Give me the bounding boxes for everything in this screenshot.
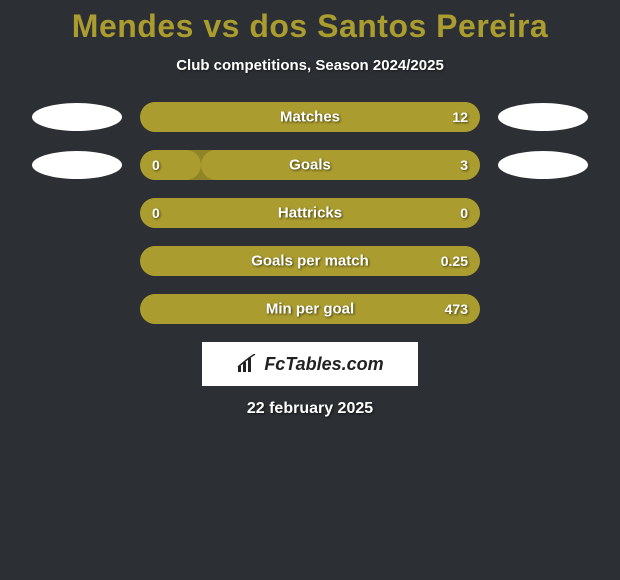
player-right-marker [498,103,588,131]
page-title: Mendes vs dos Santos Pereira [0,8,620,45]
player-right-marker [498,199,588,227]
source-logo[interactable]: FcTables.com [202,342,418,386]
stat-label: Goals per match [251,253,369,270]
player-left-marker [32,103,122,131]
stat-label: Min per goal [266,301,354,318]
stat-label: Goals [289,157,331,174]
player-right-marker [498,295,588,323]
bar-fill-left [140,150,201,180]
stat-value-left: 0 [152,157,160,173]
subtitle: Club competitions, Season 2024/2025 [0,57,620,74]
player-right-marker [498,247,588,275]
player-left-marker [32,295,122,323]
player-left-marker [32,247,122,275]
player-left-marker [32,199,122,227]
stat-value-left: 0 [152,205,160,221]
stat-value-right: 0.25 [441,253,468,269]
date-label: 22 february 2025 [0,400,620,418]
player-left-marker [32,151,122,179]
stat-value-right: 12 [452,109,468,125]
stat-row: Matches 12 [0,102,620,132]
stat-label: Matches [280,109,340,126]
player-right-marker [498,151,588,179]
stat-bar: Matches 12 [140,102,480,132]
stat-label: Hattricks [278,205,342,222]
comparison-widget: Mendes vs dos Santos Pereira Club compet… [0,0,620,418]
stat-row: Goals per match 0.25 [0,246,620,276]
stat-row: Min per goal 473 [0,294,620,324]
stat-row: Goals 0 3 [0,150,620,180]
stats-list: Matches 12 Goals 0 3 Hattricks 0 0 Goals per mat… [0,102,620,324]
stat-bar: Min per goal 473 [140,294,480,324]
stat-bar: Goals 0 3 [140,150,480,180]
stat-value-right: 473 [445,301,468,317]
stat-row: Hattricks 0 0 [0,198,620,228]
bar-fill-right [201,150,480,180]
stat-value-right: 3 [460,157,468,173]
chart-icon [236,354,258,374]
logo-text: FcTables.com [264,354,383,375]
stat-bar: Goals per match 0.25 [140,246,480,276]
stat-value-right: 0 [460,205,468,221]
stat-bar: Hattricks 0 0 [140,198,480,228]
